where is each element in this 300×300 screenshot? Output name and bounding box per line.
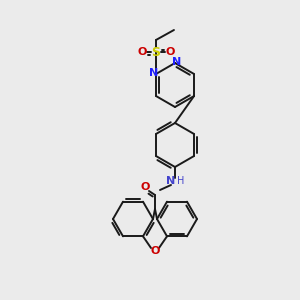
Text: N: N xyxy=(149,68,159,78)
Text: O: O xyxy=(137,47,147,57)
Text: O: O xyxy=(140,182,150,192)
Text: H: H xyxy=(177,176,185,186)
Text: N: N xyxy=(172,57,182,67)
Text: O: O xyxy=(165,47,175,57)
Text: N: N xyxy=(167,176,176,186)
Text: O: O xyxy=(150,246,160,256)
Text: S: S xyxy=(152,46,160,59)
